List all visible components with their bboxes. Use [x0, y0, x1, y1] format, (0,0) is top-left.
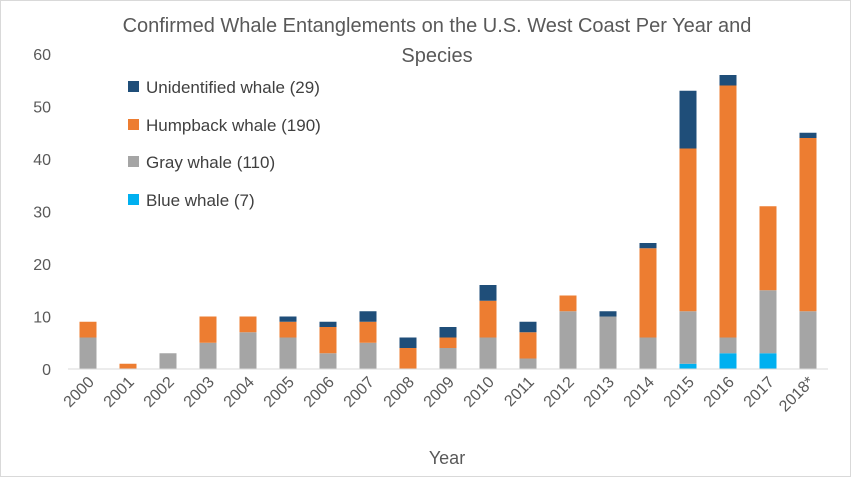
bar-segment: [599, 316, 617, 369]
x-tick-label: 2001: [101, 374, 138, 411]
bar-segment: [559, 311, 577, 369]
bar-segment: [319, 353, 337, 369]
bar-segment: [719, 85, 737, 338]
bar-group: [79, 75, 817, 369]
x-tick-label: 2007: [341, 374, 378, 411]
bar-segment: [799, 138, 817, 312]
x-tick-label: 2008: [381, 374, 418, 411]
bar-segment: [159, 353, 177, 369]
x-axis-ticks: 2000 2001 2002 2003 2004 2005 2006 2007 2008 2009…: [61, 374, 818, 416]
bar-segment: [719, 353, 737, 369]
bar-segment: [639, 337, 657, 369]
x-tick-label: 2018*: [776, 374, 818, 416]
chart-title-line2: Species: [401, 45, 472, 67]
x-tick-label: 2012: [541, 374, 578, 411]
bar-segment: [439, 327, 457, 338]
x-tick-label: 2004: [221, 374, 258, 411]
bar-segment: [319, 321, 337, 327]
legend-swatch: [128, 81, 139, 92]
bar-segment: [359, 311, 377, 322]
bar-segment: [319, 327, 337, 354]
bar-segment: [679, 148, 697, 312]
bar-segment: [79, 337, 97, 369]
x-tick-label: 2011: [501, 374, 537, 410]
bar-segment: [279, 316, 297, 322]
bar-segment: [639, 243, 657, 249]
bar-segment: [279, 321, 297, 338]
bar-segment: [759, 206, 777, 291]
bar-segment: [759, 290, 777, 354]
bar-segment: [719, 337, 737, 354]
x-tick-label: 2017: [741, 374, 778, 411]
legend-swatch: [128, 194, 139, 205]
bar-segment: [759, 353, 777, 369]
bar-segment: [119, 363, 137, 369]
bar-segment: [479, 300, 497, 338]
bar-segment: [559, 295, 577, 312]
x-tick-label: 2002: [141, 374, 178, 411]
legend-swatch: [128, 119, 139, 130]
bar-segment: [479, 337, 497, 369]
y-tick-label: 30: [33, 205, 51, 222]
bar-segment: [679, 363, 697, 369]
bar-segment: [439, 337, 457, 348]
bar-segment: [599, 311, 617, 317]
legend-label: Gray whale (110): [146, 153, 275, 172]
bar-segment: [519, 321, 537, 333]
legend-label: Blue whale (7): [146, 191, 255, 210]
legend-label: Humpback whale (190): [146, 116, 321, 135]
bar-segment: [399, 348, 417, 369]
legend-label: Unidentified whale (29): [146, 78, 320, 97]
y-tick-label: 0: [42, 362, 51, 379]
x-tick-label: 2003: [181, 374, 218, 411]
bar-segment: [239, 316, 257, 333]
x-tick-label: 2010: [461, 374, 498, 411]
bar-segment: [439, 348, 457, 369]
bar-segment: [519, 332, 537, 359]
legend-swatch: [128, 156, 139, 167]
x-tick-label: 2013: [581, 374, 618, 411]
x-tick-label: 2015: [661, 374, 698, 411]
bar-segment: [639, 248, 657, 338]
x-tick-label: 2005: [261, 374, 298, 411]
bar-segment: [479, 285, 497, 301]
y-tick-label: 50: [33, 100, 51, 117]
bar-segment: [239, 332, 257, 369]
y-axis-ticks: 0 10 20 30 40 50 60: [33, 47, 51, 379]
y-tick-label: 60: [33, 47, 51, 64]
x-tick-label: 2006: [301, 374, 338, 411]
y-tick-label: 10: [33, 310, 51, 327]
x-axis-label: Year: [429, 448, 465, 468]
x-tick-label: 2016: [701, 374, 738, 411]
y-tick-label: 20: [33, 257, 51, 274]
bar-segment: [679, 90, 697, 149]
bar-segment: [399, 337, 417, 348]
chart-title-line1: Confirmed Whale Entanglements on the U.S…: [123, 15, 752, 37]
bar-segment: [79, 321, 97, 338]
bar-segment: [199, 342, 217, 369]
x-tick-label: 2014: [621, 374, 658, 411]
bar-segment: [719, 75, 737, 86]
bar-segment: [359, 342, 377, 369]
x-tick-label: 2009: [421, 374, 458, 411]
bar-segment: [199, 316, 217, 343]
bar-segment: [359, 321, 377, 343]
bar-segment: [279, 337, 297, 369]
y-tick-label: 40: [33, 152, 51, 169]
legend: Unidentified whale (29) Humpback whale (1…: [128, 78, 321, 210]
bar-segment: [799, 132, 817, 138]
bar-segment: [519, 358, 537, 369]
bar-segment: [679, 311, 697, 364]
bar-segment: [799, 311, 817, 369]
x-tick-label: 2000: [61, 374, 98, 411]
